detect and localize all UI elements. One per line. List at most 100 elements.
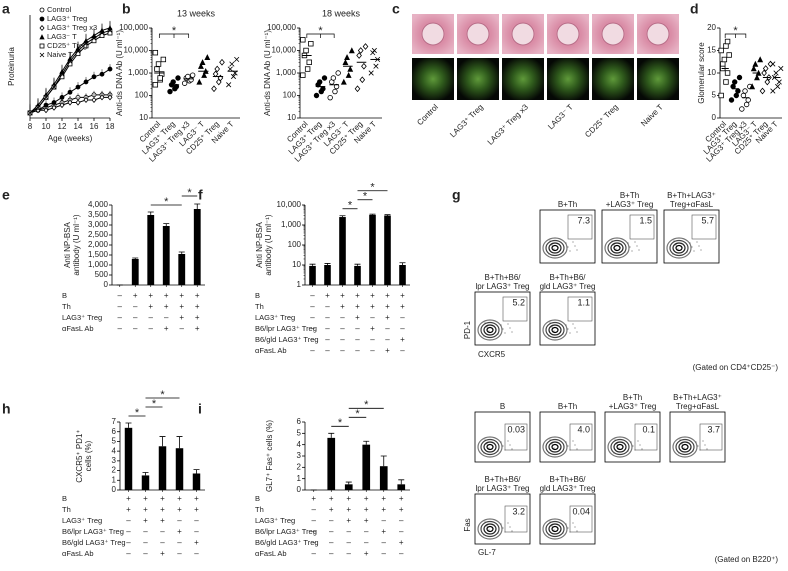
condition-sign: – [370,346,375,355]
condition-sign: + [346,505,351,514]
condition-sign: – [364,538,369,547]
y-tick-label: 6 [297,417,302,426]
event-dot [490,334,492,336]
condition-sign: – [164,313,169,322]
condition-sign: + [364,494,369,503]
event-dot [706,448,708,450]
marker [67,89,73,95]
panel-letter: h [2,401,11,417]
event-dot [502,328,504,330]
glomerulus [601,22,625,46]
marker [721,56,728,63]
condition-sign: + [143,516,148,525]
event-dot [673,240,675,242]
marker [83,79,89,85]
y-axis-label: Anti-ds DNA Ab (U ml⁻¹) [263,30,272,116]
condition-sign: + [400,302,405,311]
marker [733,92,739,99]
x-tick-label: 12 [58,122,67,131]
bar [124,427,133,490]
marker [199,59,206,65]
condition-sign: – [399,516,404,525]
event-dot [509,327,511,329]
event-dot [553,447,555,449]
marker [107,28,113,33]
condition-sign: – [400,313,405,322]
contour [480,520,500,538]
contour [542,319,568,341]
condition-sign: – [143,538,148,547]
marker [762,65,769,72]
condition-label: Th [62,302,71,311]
event-dot [497,333,499,335]
event-dot [682,243,684,245]
marker [91,96,97,103]
marker [234,56,240,63]
event-dot [683,447,685,449]
gate-percent: 5.2 [512,297,525,307]
condition-label: B6/lpr LAG3⁺ Treg [255,324,317,333]
event-dot [484,439,486,441]
marker [740,92,747,99]
bar [354,265,361,285]
event-dot [483,534,485,536]
image-label: Control [415,102,440,127]
condition-sign: – [133,313,138,322]
marker [359,76,366,84]
condition-sign: + [194,538,199,547]
event-dot [488,529,490,531]
event-dot [622,247,624,249]
flow-plot-title: B+Th+B6/ [549,273,586,282]
y-tick-label: 2,000 [88,240,109,249]
y-tick-label: 5 [297,428,302,437]
marker [730,83,736,90]
event-dot [483,335,485,337]
error-bar [194,203,201,209]
y-tick-label: 7 [112,417,117,426]
error-bar [176,436,183,449]
marker [724,38,731,45]
panel-letter: b [122,1,131,17]
flow-plot-title: B+Th+B6/ [484,273,521,282]
event-dot [560,329,562,331]
condition-sign: + [164,302,169,311]
marker [754,74,760,81]
event-dot [497,450,499,452]
marker [742,88,748,94]
condition-label: αFasL Ab [255,549,287,558]
marker [347,65,354,72]
contour [616,443,624,451]
y-tick-label: 10,000 [272,46,297,55]
y-tick-label: 100 [288,240,302,249]
condition-sign: – [355,346,360,355]
condition-sign: – [312,538,317,547]
event-dot [632,445,634,447]
if-image [592,58,634,100]
condition-sign: + [385,291,390,300]
marker [43,107,49,114]
contour [545,239,565,257]
gate-percent: 1.5 [639,215,652,225]
error-bar [309,263,316,266]
condition-sign: – [364,527,369,536]
significance-label: * [355,408,360,420]
condition-sign: – [382,549,387,558]
marker [39,52,45,58]
event-dot [548,335,550,337]
event-dot [562,251,564,253]
marker [732,79,738,85]
event-dot [686,251,688,253]
marker [356,52,362,59]
y-tick-label: 3 [297,451,302,460]
bar [369,214,376,285]
event-dot [572,323,574,325]
event-dot [692,450,694,452]
event-dot [549,322,551,324]
y-tick-label: 6 [112,427,117,436]
panel-letter: a [2,1,10,17]
condition-sign: – [149,313,154,322]
event-dot [560,528,562,530]
event-dot [507,522,509,524]
condition-sign: + [340,291,345,300]
condition-sign: – [325,346,330,355]
